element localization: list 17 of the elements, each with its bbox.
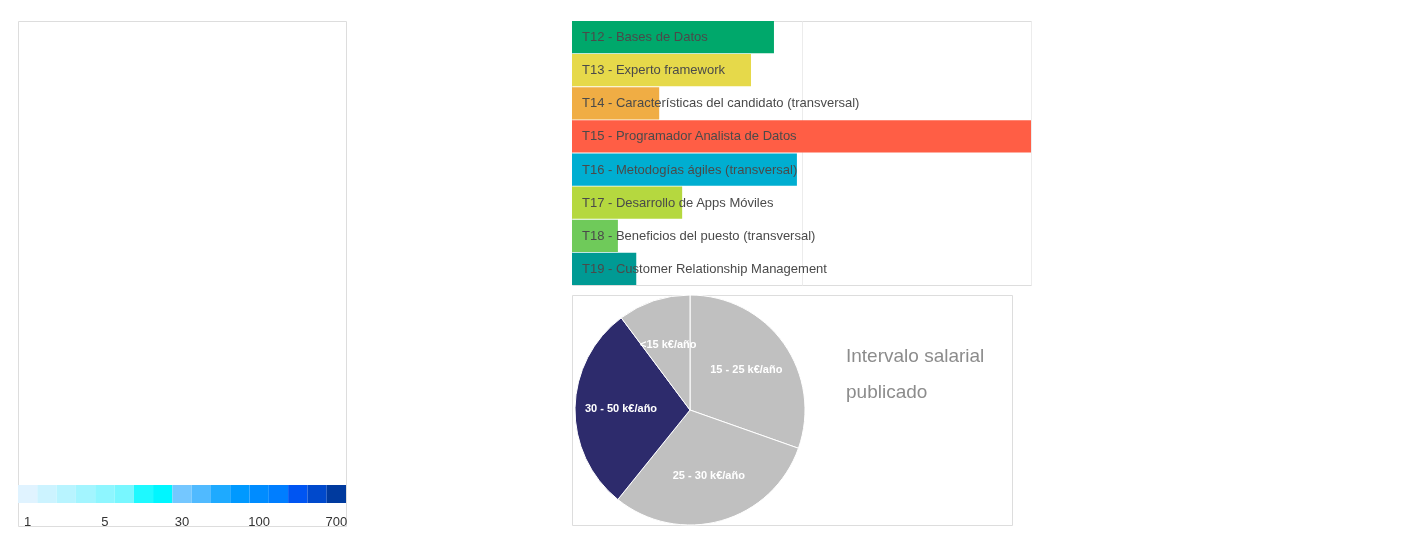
text: 5	[101, 514, 109, 529]
slice-label: 15 - 25 k€/año	[710, 363, 783, 376]
text: 100	[248, 514, 271, 529]
y-tick-label: T16 - Metodogías ágiles (transversal)	[582, 161, 798, 177]
y-tick-label: T13 - Experto framework	[582, 62, 726, 78]
bar	[572, 120, 1031, 153]
text: 1	[24, 514, 32, 529]
slice-label: <15 k€/año	[639, 337, 697, 350]
text: Intervalo salarial publicado	[846, 345, 985, 402]
slice-label: 30 - 50 k€/año	[584, 401, 658, 414]
y-tick-label: T12 - Bases de Datos	[582, 29, 709, 45]
bar	[572, 219, 618, 252]
text: 30	[174, 514, 190, 529]
text: 700	[325, 514, 348, 529]
bar	[572, 21, 774, 54]
y-tick-label: T15 - Programador Analista de Datos	[582, 128, 798, 144]
slice-label: 25 - 30 k€/año	[672, 469, 746, 482]
